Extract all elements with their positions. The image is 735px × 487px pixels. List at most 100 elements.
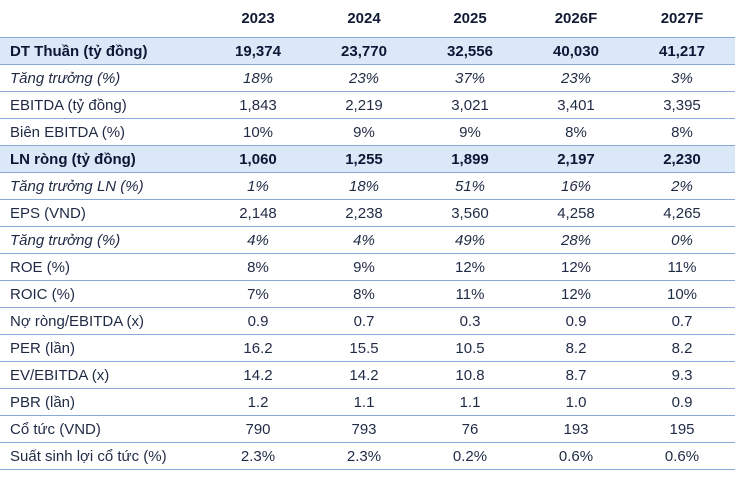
row-value: 8% [247,258,269,276]
table-header-row: 2023 2024 2025 2026F 2027F [0,0,735,38]
row-value: 1.1 [459,393,481,411]
row-value: 7% [247,285,269,303]
column-header: 2025 [453,10,487,27]
row-value: 23,770 [341,42,387,60]
row-value: 1,060 [239,150,277,168]
table-row: ROIC (%) 7% 8% 11% 12% 10% [0,281,735,308]
table-row: LN ròng (tỷ đồng) 1,060 1,255 1,899 2,197 2,2… [0,146,735,173]
row-label: EPS (VND) [10,204,86,222]
row-value: 10.8 [455,366,485,384]
table-row: Tăng trưởng LN (%) 1% 18% 51% 16% 2% [0,173,735,200]
column-header: 2023 [241,10,275,27]
table-row: PBR (lần) 1.2 1.1 1.1 1.0 0.9 [0,389,735,416]
row-value: 12% [560,258,592,276]
row-value: 9% [353,258,375,276]
table-row: Biên EBITDA (%) 10% 9% 9% 8% 8% [0,119,735,146]
row-label: ROE (%) [10,258,70,276]
row-value: 1,899 [451,150,489,168]
row-value: 37% [454,69,486,87]
row-value: 0.7 [671,312,693,330]
row-value: 18% [242,69,274,87]
row-value: 0.6% [664,447,700,465]
row-value: 41,217 [659,42,705,60]
table-row: ROE (%) 8% 9% 12% 12% 11% [0,254,735,281]
row-label: Biên EBITDA (%) [10,123,126,141]
row-value: 0.2% [452,447,488,465]
row-value: 9% [459,123,481,141]
row-value: 9% [353,123,375,141]
table-row: Suất sinh lợi cổ tức (%) 2.3% 2.3% 0.2% 0.6%… [0,443,735,470]
row-value: 3,401 [557,96,595,114]
row-value: 4% [247,231,269,249]
row-value: 10% [242,123,274,141]
table-body: DT Thuần (tỷ đồng) 19,374 23,770 32,556 40,0… [0,38,735,470]
row-value: 1,255 [345,150,383,168]
table-row: Nợ ròng/EBITDA (x) 0.9 0.7 0.3 0.9 0.7 [0,308,735,335]
row-label: Cổ tức (VND) [10,420,101,438]
row-value: 0.9 [565,312,587,330]
table-row: EBITDA (tỷ đồng) 1,843 2,219 3,021 3,401 3,39… [0,92,735,119]
row-value: 2,230 [663,150,701,168]
row-value: 23% [348,69,380,87]
table-row: Tăng trưởng (%) 18% 23% 37% 23% 3% [0,65,735,92]
row-value: 4,258 [557,204,595,222]
row-value: 11% [667,258,697,276]
row-value: 2,148 [239,204,277,222]
row-value: 3% [671,69,693,87]
row-value: 12% [560,285,592,303]
row-value: 2,219 [345,96,383,114]
row-value: 10.5 [455,339,485,357]
row-value: 0.9 [671,393,693,411]
column-header: 2024 [347,10,381,27]
row-value: 0% [671,231,693,249]
row-value: 14.2 [243,366,273,384]
table-row: Tăng trưởng (%) 4% 4% 49% 28% 0% [0,227,735,254]
row-label: Suất sinh lợi cổ tức (%) [10,447,167,465]
row-value: 793 [351,420,377,438]
row-value: 51% [454,177,486,195]
row-value: 0.7 [353,312,375,330]
row-value: 76 [461,420,479,438]
row-value: 15.5 [349,339,379,357]
row-value: 2.3% [346,447,382,465]
row-value: 0.6% [558,447,594,465]
row-label: LN ròng (tỷ đồng) [10,150,136,168]
column-header: 2027F [660,10,704,27]
row-value: 1.2 [247,393,269,411]
table-row: EV/EBITDA (x) 14.2 14.2 10.8 8.7 9.3 [0,362,735,389]
row-value: 12% [454,258,486,276]
row-value: 19,374 [235,42,281,60]
row-label: ROIC (%) [10,285,75,303]
row-label: EV/EBITDA (x) [10,366,110,384]
row-label: EBITDA (tỷ đồng) [10,96,127,114]
row-value: 2% [671,177,693,195]
row-value: 8% [565,123,587,141]
row-value: 2,238 [345,204,383,222]
row-value: 0.3 [459,312,481,330]
row-value: 4,265 [663,204,701,222]
row-value: 8.7 [565,366,587,384]
row-value: 49% [454,231,486,249]
row-value: 1.0 [565,393,587,411]
row-value: 195 [669,420,695,438]
row-value: 2.3% [240,447,276,465]
row-value: 16% [560,177,592,195]
row-value: 790 [245,420,271,438]
row-value: 8.2 [565,339,587,357]
row-label: PER (lần) [10,339,76,357]
row-value: 8.2 [671,339,693,357]
row-label: Nợ ròng/EBITDA (x) [10,312,145,330]
row-value: 3,395 [663,96,701,114]
table-row: Cổ tức (VND) 790 793 76 193 195 [0,416,735,443]
row-value: 1% [247,177,269,195]
table-row: DT Thuần (tỷ đồng) 19,374 23,770 32,556 40,0… [0,38,735,65]
row-value: 14.2 [349,366,379,384]
row-value: 18% [348,177,380,195]
row-value: 8% [353,285,375,303]
row-value: 9.3 [671,366,693,384]
row-value: 3,560 [451,204,489,222]
row-value: 11% [455,285,485,303]
row-value: 10% [666,285,698,303]
column-header: 2026F [554,10,598,27]
row-value: 8% [671,123,693,141]
